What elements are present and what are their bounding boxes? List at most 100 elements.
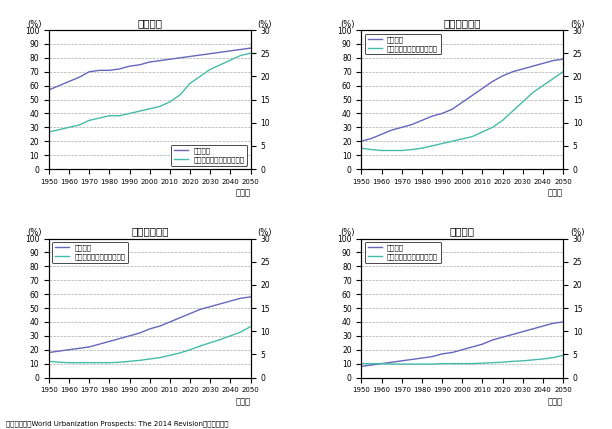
都市化率	[408, 357, 416, 362]
Text: (%): (%)	[28, 228, 42, 237]
都市化率	[358, 139, 365, 144]
Text: (%): (%)	[570, 20, 584, 29]
都市化率	[187, 54, 194, 59]
都市化率	[539, 323, 547, 329]
都市化率	[116, 336, 123, 341]
都市化率	[529, 326, 537, 332]
都市化率	[146, 326, 154, 332]
Text: (%): (%)	[570, 228, 584, 237]
都市化率	[368, 136, 375, 141]
Text: (%): (%)	[258, 228, 272, 237]
Legend: 都市化率, 高齢者人口比率（右目盛）: 都市化率, 高齢者人口比率（右目盛）	[53, 242, 129, 263]
Line: 都市化率: 都市化率	[49, 297, 250, 353]
都市化率	[428, 114, 436, 119]
高齢者人口比率（右目盛）	[65, 360, 73, 365]
都市化率	[519, 329, 526, 334]
Legend: 都市化率, 高齢者人口比率（右目盛）: 都市化率, 高齢者人口比率（右目盛）	[365, 33, 441, 54]
高齢者人口比率（右目盛）	[176, 350, 184, 356]
都市化率	[489, 79, 496, 84]
都市化率	[45, 87, 53, 92]
都市化率	[156, 58, 163, 63]
高齢者人口比率（右目盛）	[428, 143, 436, 148]
都市化率	[358, 364, 365, 369]
都市化率	[368, 363, 375, 368]
Line: 都市化率: 都市化率	[362, 322, 563, 366]
高齢者人口比率（右目盛）	[207, 340, 214, 345]
都市化率	[226, 299, 234, 304]
高齢者人口比率（右目盛）	[398, 362, 405, 367]
都市化率	[106, 68, 113, 73]
高齢者人口比率（右目盛）	[247, 51, 254, 56]
高齢者人口比率（右目盛）	[156, 104, 163, 109]
高齢者人口比率（右目盛）	[45, 359, 53, 364]
都市化率	[226, 48, 234, 54]
Line: 高齢者人口比率（右目盛）: 高齢者人口比率（右目盛）	[362, 72, 563, 151]
都市化率	[559, 57, 567, 62]
高齢者人口比率（右目盛）	[86, 360, 93, 365]
都市化率	[509, 332, 517, 337]
都市化率	[449, 107, 456, 112]
都市化率	[126, 63, 133, 69]
Text: (%): (%)	[258, 20, 272, 29]
高齢者人口比率（右目盛）	[458, 361, 466, 366]
都市化率	[479, 341, 486, 347]
Text: （年）: （年）	[548, 397, 563, 406]
都市化率	[418, 118, 425, 123]
都市化率	[176, 315, 184, 320]
都市化率	[116, 66, 123, 72]
高齢者人口比率（右目盛）	[166, 353, 174, 358]
都市化率	[136, 330, 143, 335]
都市化率	[489, 338, 496, 343]
高齢者人口比率（右目盛）	[187, 81, 194, 86]
都市化率	[499, 335, 506, 340]
都市化率	[469, 344, 476, 350]
都市化率	[509, 69, 517, 74]
Line: 高齢者人口比率（右目盛）: 高齢者人口比率（右目盛）	[362, 355, 563, 364]
都市化率	[378, 132, 386, 137]
高齢者人口比率（右目盛）	[166, 99, 174, 104]
都市化率	[398, 125, 405, 130]
都市化率	[196, 307, 204, 312]
都市化率	[126, 333, 133, 338]
都市化率	[499, 73, 506, 79]
高齢者人口比率（右目盛）	[479, 361, 486, 366]
高齢者人口比率（右目盛）	[126, 111, 133, 116]
高齢者人口比率（右目盛）	[75, 122, 83, 127]
都市化率	[408, 122, 416, 127]
高齢者人口比率（右目盛）	[95, 115, 103, 121]
高齢者人口比率（右目盛）	[196, 74, 204, 79]
高齢者人口比率（右目盛）	[358, 145, 365, 151]
都市化率	[95, 341, 103, 347]
高齢者人口比率（右目盛）	[106, 113, 113, 118]
都市化率	[458, 347, 466, 352]
高齢者人口比率（右目盛）	[388, 362, 395, 367]
都市化率	[237, 47, 244, 52]
都市化率	[65, 79, 73, 84]
都市化率	[166, 57, 174, 62]
都市化率	[458, 100, 466, 105]
都市化率	[438, 351, 446, 356]
Text: (%): (%)	[28, 20, 42, 29]
都市化率	[378, 361, 386, 366]
高齢者人口比率（右目盛）	[126, 359, 133, 364]
都市化率	[449, 350, 456, 355]
高齢者人口比率（右目盛）	[519, 99, 526, 104]
都市化率	[398, 358, 405, 363]
高齢者人口比率（右目盛）	[116, 113, 123, 118]
都市化率	[176, 55, 184, 60]
高齢者人口比率（右目盛）	[479, 130, 486, 135]
都市化率	[539, 61, 547, 66]
高齢者人口比率（右目盛）	[458, 136, 466, 142]
高齢者人口比率（右目盛）	[237, 329, 244, 335]
都市化率	[469, 93, 476, 98]
都市化率	[207, 51, 214, 56]
高齢者人口比率（右目盛）	[398, 148, 405, 153]
都市化率	[106, 339, 113, 344]
高齢者人口比率（右目盛）	[489, 360, 496, 365]
都市化率	[86, 69, 93, 74]
Line: 都市化率: 都市化率	[362, 59, 563, 141]
Title: 低所得国: 低所得国	[450, 227, 475, 236]
高齢者人口比率（右目盛）	[207, 67, 214, 72]
Text: 資料：国連「World Urbanization Prospects: The 2014 Revision」から作成。: 資料：国連「World Urbanization Prospects: The …	[6, 420, 229, 427]
高齢者人口比率（右目盛）	[55, 360, 62, 365]
